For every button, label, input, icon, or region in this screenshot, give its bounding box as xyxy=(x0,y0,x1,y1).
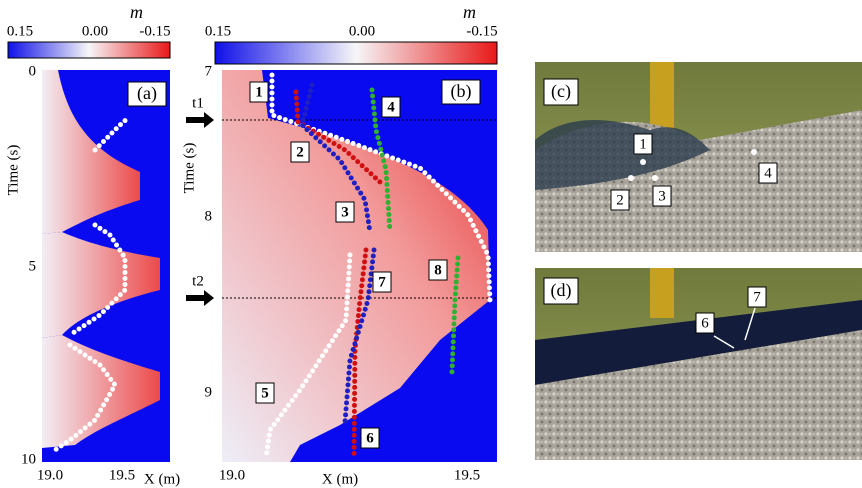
track-label: 1 xyxy=(255,84,263,100)
x-tick-label: 19.0 xyxy=(219,467,245,483)
y-tick-label: 9 xyxy=(205,384,213,400)
panel-label: (b) xyxy=(451,81,472,102)
x-axis-title: X (m) xyxy=(144,471,180,487)
colorbar xyxy=(215,42,497,64)
y-tick-label: 5 xyxy=(29,258,37,274)
panel-c: (c) 1 2 3 4 xyxy=(535,62,862,252)
colorbar-tick: 0.00 xyxy=(82,23,108,39)
y-tick-label: 0 xyxy=(29,63,37,79)
colorbar-tick: -0.15 xyxy=(139,23,170,39)
track-label: 3 xyxy=(341,204,349,220)
panel-label: (d) xyxy=(551,280,572,301)
track-label: 5 xyxy=(261,385,269,401)
y-tick-label: 8 xyxy=(205,208,213,224)
y-tick-label: 7 xyxy=(205,63,213,79)
colorbar-tick: -0.15 xyxy=(466,23,497,39)
marker-label: t1 xyxy=(192,95,204,111)
colorbar-tick: 0.00 xyxy=(349,23,375,39)
track-label: 8 xyxy=(434,262,442,278)
particle-label: 7 xyxy=(753,289,761,305)
marker-arrow xyxy=(186,290,214,306)
figure: m 0.15 0.00 -0.15 (a) 0 5 10 Time (s) 19… xyxy=(0,0,862,488)
particle-label: 6 xyxy=(701,315,709,331)
panel-b: m 0.15 0.00 -0.15 (b) 1 2 3 4 5 6 7 8 7 … xyxy=(181,2,497,487)
colorbar-symbol: m xyxy=(463,2,476,22)
panel-a: m 0.15 0.00 -0.15 (a) 0 5 10 Time (s) 19… xyxy=(5,2,180,487)
colorbar-tick: 0.15 xyxy=(205,23,231,39)
particle-label: 2 xyxy=(616,192,624,208)
photo-detail xyxy=(650,268,674,318)
particle-label: 4 xyxy=(764,165,772,181)
track-label: 2 xyxy=(296,144,304,160)
y-axis-title: Time (s) xyxy=(5,145,21,196)
particle xyxy=(640,159,646,165)
x-tick-label: 19.5 xyxy=(454,467,480,483)
x-axis-title: X (m) xyxy=(322,471,358,487)
track-label: 4 xyxy=(387,99,395,115)
track-label: 7 xyxy=(378,274,386,290)
particle xyxy=(751,149,757,155)
x-tick-label: 19.5 xyxy=(109,467,135,483)
panel-d: (d) 6 7 xyxy=(535,268,862,460)
panel-label: (a) xyxy=(137,83,157,104)
particle xyxy=(652,175,658,181)
track-label: 6 xyxy=(366,430,374,446)
particle xyxy=(628,175,634,181)
y-tick-label: 10 xyxy=(21,451,36,467)
y-axis-title: Time (s) xyxy=(181,143,197,194)
colorbar-tick: 0.15 xyxy=(7,23,33,39)
marker-label: t2 xyxy=(192,273,204,289)
colorbar-symbol: m xyxy=(130,2,143,22)
marker-arrow xyxy=(186,112,214,128)
colorbar xyxy=(8,42,170,58)
panel-label: (c) xyxy=(551,81,571,102)
particle-label: 3 xyxy=(658,188,666,204)
particle-label: 1 xyxy=(639,136,647,152)
x-tick-label: 19.0 xyxy=(37,467,63,483)
